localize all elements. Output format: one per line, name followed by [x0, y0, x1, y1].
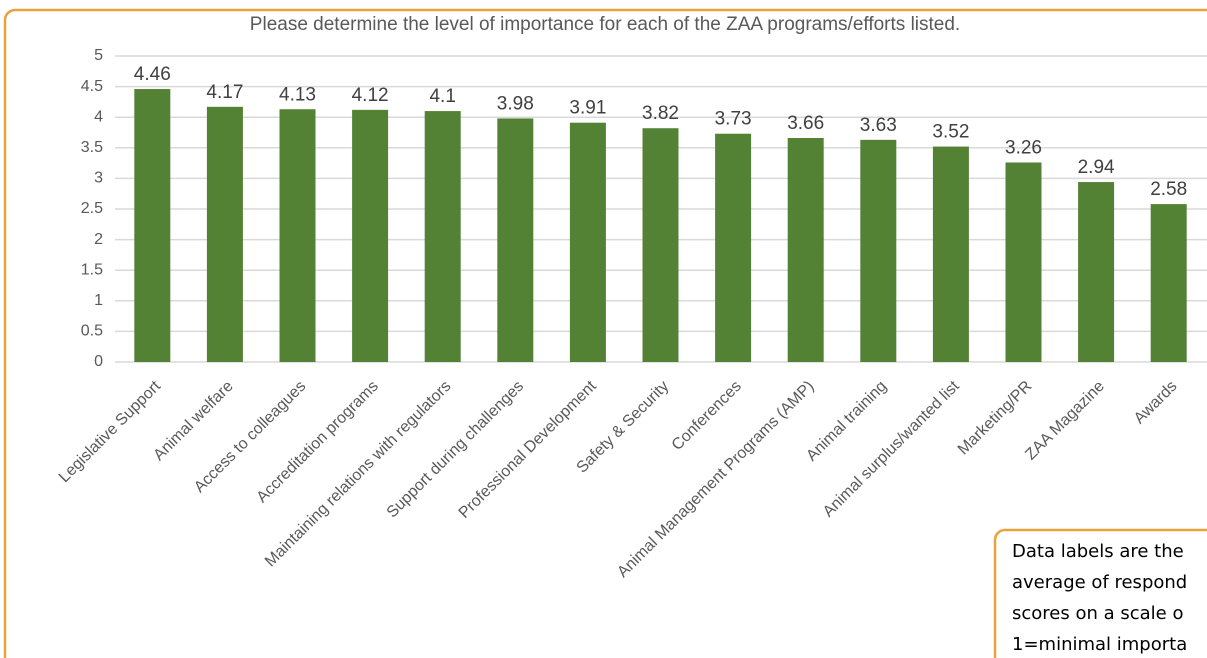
note-line: average of respond: [1012, 572, 1187, 593]
data-label: 3.63: [860, 115, 897, 136]
bar: [569, 122, 606, 362]
data-label: 2.58: [1150, 179, 1187, 200]
y-tick-label: 2: [94, 231, 103, 248]
bar: [352, 109, 389, 362]
y-tick-label: 5: [94, 47, 103, 64]
chart-title: Please determine the level of importance…: [250, 14, 960, 35]
bar: [860, 139, 897, 362]
data-label: 4.46: [134, 64, 171, 85]
bar: [279, 109, 316, 362]
data-label: 3.66: [787, 113, 824, 134]
note: Data labels are the average of respond sco…: [1012, 541, 1187, 655]
note-line: 1=minimal importa: [1012, 634, 1187, 655]
data-label: 3.98: [497, 93, 534, 114]
data-label: 3.26: [1005, 138, 1042, 159]
plot: 0 0.5 1 1.5 2 2.5 3 3.5 4 4.5 5 4.46 Legislative Sup…: [56, 47, 1207, 581]
data-label: 2.94: [1078, 157, 1115, 178]
data-label: 4.12: [352, 85, 389, 106]
y-tick-label: 2.5: [81, 200, 103, 217]
data-label: 3.52: [932, 122, 969, 143]
bar: [206, 106, 243, 363]
note-box: [993, 528, 1207, 658]
bar: [932, 146, 969, 362]
bar: [787, 138, 824, 362]
bar: [134, 89, 171, 362]
data-label: 4.1: [429, 86, 455, 107]
x-tick-label: Conferences: [669, 378, 745, 454]
y-tick-label: 0.5: [81, 323, 103, 340]
y-tick-label: 4.5: [81, 78, 103, 95]
x-tick-label: ZAA Magazine: [1022, 378, 1108, 464]
y-tick-label: 0: [94, 353, 103, 370]
y-tick-label: 1.5: [81, 261, 103, 278]
bar: [1150, 204, 1187, 362]
bar: [1078, 182, 1115, 362]
data-label: 3.73: [715, 109, 752, 130]
x-tick-label: Animal surplus/wanted list: [820, 377, 963, 520]
data-label: 4.13: [279, 84, 316, 105]
x-tick-label: Marketing/PR: [955, 378, 1036, 459]
data-label: 4.17: [206, 82, 243, 103]
x-tick-label: Support during challenges: [384, 378, 527, 521]
bar: [497, 118, 534, 362]
note-line: Data labels are the: [1012, 541, 1184, 562]
y-tick-label: 3.5: [81, 139, 103, 156]
bar: [424, 111, 461, 362]
x-tick-label: Awards: [1131, 378, 1181, 428]
bar: [642, 128, 679, 362]
data-label: 3.91: [569, 98, 606, 119]
bar: [715, 133, 752, 362]
x-tick-label: Accreditation programs: [254, 378, 382, 506]
note-line: scores on a scale o: [1012, 603, 1183, 624]
y-tick-label: 4: [94, 108, 103, 125]
y-tick-label: 1: [94, 292, 103, 309]
y-tick-label: 3: [94, 170, 103, 187]
bar: [1005, 162, 1042, 362]
x-tick-label: Legislative Support: [56, 377, 165, 486]
frame: [3, 8, 1207, 658]
data-label: 3.82: [642, 103, 679, 124]
x-tick-label: Professional Development: [456, 377, 600, 521]
